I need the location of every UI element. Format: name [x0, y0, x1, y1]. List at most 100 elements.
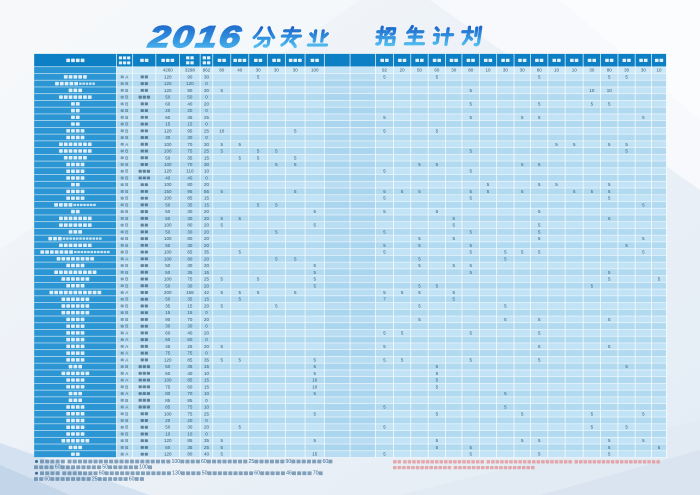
- svg-text:20: 20: [204, 223, 210, 228]
- svg-text:70: 70: [187, 391, 193, 396]
- svg-text:B: B: [125, 229, 128, 234]
- svg-text:25: 25: [249, 459, 255, 465]
- svg-text:30: 30: [451, 68, 457, 73]
- svg-text:55: 55: [204, 189, 210, 194]
- svg-text:5: 5: [257, 155, 260, 160]
- svg-text:5: 5: [239, 250, 242, 255]
- svg-text:5: 5: [221, 452, 224, 457]
- svg-text:B: B: [125, 162, 128, 167]
- svg-text:5: 5: [469, 330, 472, 335]
- svg-text:B: B: [125, 88, 128, 93]
- svg-text:100: 100: [164, 378, 172, 383]
- svg-text:50: 50: [165, 216, 171, 221]
- svg-text:5: 5: [294, 128, 297, 133]
- svg-text:20: 20: [204, 344, 210, 349]
- svg-text:A: A: [125, 344, 128, 349]
- svg-text:100: 100: [164, 162, 172, 167]
- svg-text:B: B: [125, 283, 128, 288]
- svg-text:5: 5: [294, 256, 297, 261]
- svg-text:10: 10: [204, 169, 210, 174]
- svg-text:5: 5: [504, 256, 507, 261]
- svg-text:25: 25: [204, 411, 210, 416]
- svg-text:5: 5: [608, 317, 611, 322]
- svg-text:5: 5: [418, 189, 421, 194]
- svg-text:5: 5: [418, 317, 421, 322]
- svg-text:20: 20: [204, 209, 210, 214]
- svg-text:100: 100: [164, 277, 172, 282]
- svg-text:5: 5: [401, 330, 404, 335]
- svg-text:A: A: [125, 351, 128, 356]
- svg-text:42: 42: [204, 290, 210, 295]
- svg-text:5: 5: [625, 243, 628, 248]
- svg-text:75: 75: [187, 149, 193, 154]
- svg-text:B: B: [125, 236, 128, 241]
- svg-text:10: 10: [607, 88, 613, 93]
- svg-text:5: 5: [418, 290, 421, 295]
- svg-text:5: 5: [221, 142, 224, 147]
- svg-text:40: 40: [237, 68, 243, 73]
- svg-text:35: 35: [187, 155, 193, 160]
- svg-text:B: B: [125, 364, 128, 369]
- svg-text:5: 5: [625, 142, 628, 147]
- svg-text:5: 5: [642, 115, 645, 120]
- svg-text:B: B: [125, 243, 128, 248]
- svg-text:5: 5: [538, 438, 541, 443]
- svg-text:5: 5: [221, 290, 224, 295]
- svg-text:10: 10: [656, 68, 662, 73]
- svg-text:5: 5: [221, 88, 224, 93]
- svg-text:0: 0: [205, 81, 208, 86]
- svg-text:30: 30: [187, 243, 193, 248]
- svg-text:65: 65: [187, 250, 193, 255]
- svg-text:5: 5: [521, 438, 524, 443]
- svg-text:5: 5: [453, 290, 456, 295]
- svg-text:A: A: [125, 357, 128, 362]
- svg-text:5: 5: [436, 209, 439, 214]
- svg-text:80: 80: [187, 452, 193, 457]
- svg-text:5: 5: [383, 115, 386, 120]
- svg-text:30: 30: [589, 68, 595, 73]
- svg-text:50: 50: [102, 465, 108, 471]
- svg-text:5: 5: [538, 344, 541, 349]
- svg-text:10: 10: [312, 384, 318, 389]
- svg-text:5: 5: [436, 162, 439, 167]
- svg-text:5: 5: [383, 290, 386, 295]
- svg-text:85: 85: [187, 398, 193, 403]
- svg-text:5: 5: [538, 115, 541, 120]
- svg-text:100: 100: [164, 250, 172, 255]
- svg-text:85: 85: [165, 405, 171, 410]
- svg-text:20: 20: [204, 101, 210, 106]
- svg-text:5: 5: [625, 364, 628, 369]
- svg-text:60: 60: [187, 337, 193, 342]
- svg-text:85: 85: [165, 398, 171, 403]
- svg-text:10: 10: [204, 405, 210, 410]
- svg-text:50: 50: [165, 229, 171, 234]
- svg-text:5: 5: [239, 297, 242, 302]
- svg-text:5: 5: [313, 283, 316, 288]
- svg-text:30: 30: [204, 88, 210, 93]
- svg-text:100: 100: [172, 459, 181, 465]
- svg-text:5: 5: [608, 196, 611, 201]
- svg-text:30: 30: [274, 68, 280, 73]
- svg-text:5: 5: [313, 357, 316, 362]
- svg-text:15: 15: [204, 196, 210, 201]
- svg-text:120: 120: [164, 452, 172, 457]
- svg-text:A: A: [125, 142, 128, 147]
- svg-text:50: 50: [165, 270, 171, 275]
- svg-text:5: 5: [275, 202, 278, 207]
- svg-text:5: 5: [313, 277, 316, 282]
- svg-text:20: 20: [165, 108, 171, 113]
- svg-text:10: 10: [187, 431, 193, 436]
- svg-text:3298: 3298: [185, 68, 196, 73]
- svg-text:5: 5: [418, 162, 421, 167]
- svg-text:50: 50: [165, 243, 171, 248]
- svg-text:60: 60: [129, 476, 135, 482]
- svg-text:5: 5: [239, 425, 242, 430]
- svg-text:5: 5: [469, 243, 472, 248]
- svg-text:2016: 2016: [146, 21, 245, 54]
- svg-text:5: 5: [521, 189, 524, 194]
- svg-text:5: 5: [555, 182, 558, 187]
- svg-text:0: 0: [205, 324, 208, 329]
- svg-text:5: 5: [538, 209, 541, 214]
- svg-text:80: 80: [187, 256, 193, 261]
- svg-text:50: 50: [165, 202, 171, 207]
